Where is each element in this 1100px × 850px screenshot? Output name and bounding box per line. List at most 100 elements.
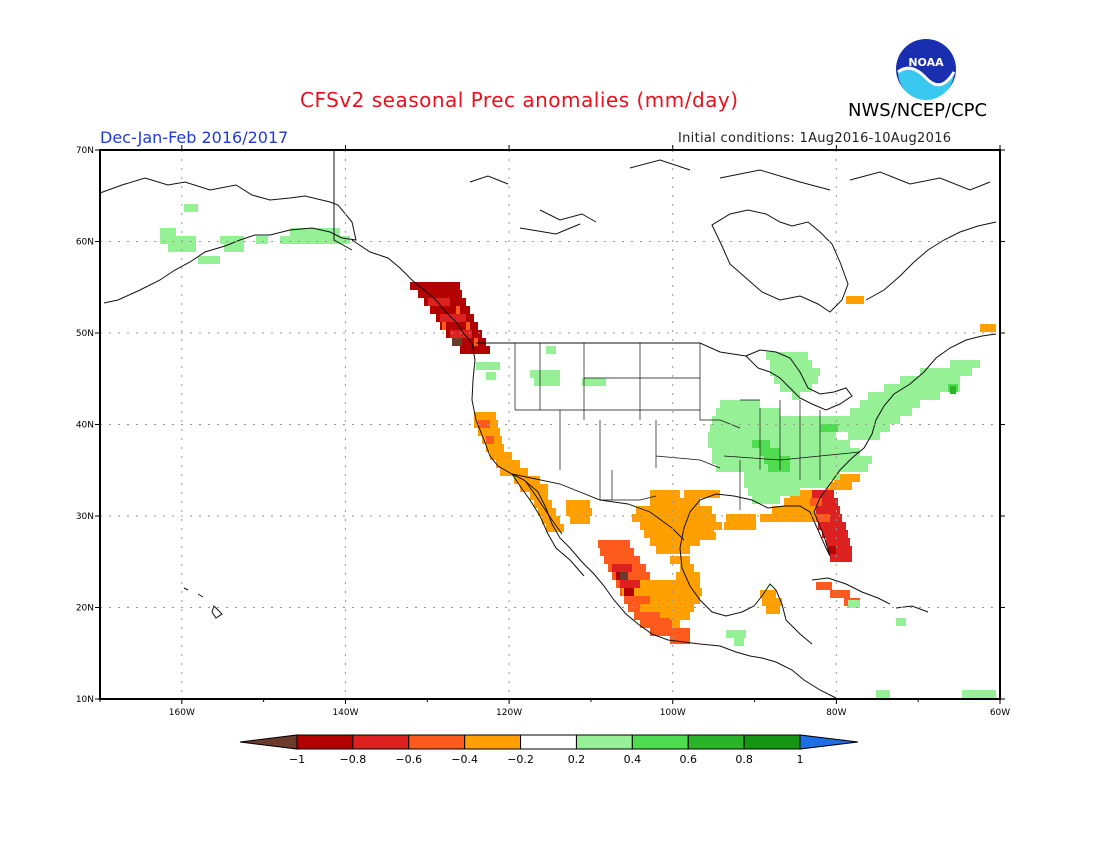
- lon-label: 140W: [332, 708, 358, 718]
- great-lakes-anomaly: [766, 352, 820, 400]
- anomaly-cell: [748, 488, 800, 496]
- baja-california-anomaly: [530, 492, 592, 532]
- axis-ticks: [95, 145, 1005, 704]
- cuba: [811, 577, 891, 605]
- lat-label: 50N: [76, 329, 94, 339]
- anomaly-cell: [826, 482, 852, 490]
- anomaly-cell: [486, 444, 504, 452]
- anomaly-cell: [628, 596, 700, 604]
- lon-label: 100W: [660, 708, 686, 718]
- anomaly-cell: [834, 474, 860, 482]
- anomaly-cell: [774, 376, 818, 384]
- anomaly-cell: [410, 282, 460, 290]
- anomaly-cell: [478, 420, 490, 428]
- anomaly-cell: [440, 314, 466, 322]
- anomaly-cell: [486, 372, 496, 380]
- anomaly-cell: [672, 620, 680, 628]
- anomaly-cell: [768, 464, 790, 472]
- anomaly-cell: [636, 506, 712, 514]
- anomaly-cell: [650, 490, 680, 498]
- anomaly-cell: [840, 416, 900, 424]
- lat-lon-grid: [100, 150, 1000, 699]
- anomaly-cell: [818, 522, 834, 530]
- anomaly-cell: [828, 538, 840, 546]
- alaska-anomaly: [160, 204, 350, 264]
- anomaly-cell: [716, 464, 868, 472]
- anomaly-cell: [628, 596, 650, 604]
- anomaly-cell: [760, 514, 820, 522]
- anomaly-cell: [634, 612, 670, 620]
- lon-label: 60W: [990, 708, 1010, 718]
- anomaly-cell: [846, 296, 864, 304]
- us-state-lines: [514, 343, 861, 510]
- anomaly-cell: [646, 618, 670, 626]
- anomaly-cell: [656, 546, 690, 554]
- anomaly-cell: [784, 498, 812, 506]
- anomaly-cell: [820, 424, 838, 432]
- anomaly-cell: [724, 522, 756, 530]
- season-label: Dec-Jan-Feb 2016/2017: [100, 128, 289, 147]
- anomaly-cell: [220, 236, 244, 244]
- great-lakes: [745, 349, 853, 411]
- anomaly-cell: [896, 618, 906, 626]
- anomaly-cell: [500, 468, 528, 476]
- anomaly-cell: [534, 500, 552, 508]
- anomaly-cell: [708, 432, 836, 440]
- gulf-coast: [679, 333, 997, 645]
- anomaly-cell: [446, 322, 466, 330]
- anomaly-cell: [458, 338, 474, 346]
- anomaly-cell: [582, 378, 606, 386]
- anomaly-intensity: [452, 338, 628, 580]
- anomaly-cell: [812, 506, 840, 514]
- anomaly-cell: [816, 582, 832, 590]
- lat-label: 20N: [76, 604, 94, 614]
- anomaly-cell: [676, 572, 700, 580]
- hudson-bay: [711, 209, 849, 313]
- anomaly-cell: [650, 498, 700, 506]
- southeast-coast-anomaly: [724, 296, 996, 614]
- anomaly-cell: [712, 416, 800, 424]
- anomaly-cell: [868, 392, 940, 400]
- anomaly-cell: [474, 412, 496, 420]
- anomaly-cell: [644, 530, 714, 538]
- anomaly-cell: [792, 392, 800, 400]
- anomaly-cell: [600, 548, 634, 556]
- anomaly-cell: [612, 564, 632, 572]
- anomaly-cell: [428, 298, 450, 306]
- anomaly-cell: [950, 360, 980, 368]
- anomaly-cell: [620, 580, 640, 588]
- anomaly-cell: [490, 452, 512, 460]
- anomaly-cell: [620, 572, 628, 580]
- anomaly-cell: [256, 236, 268, 244]
- anomaly-cell: [900, 376, 960, 384]
- central-mexico-anomaly: [620, 490, 722, 628]
- anomaly-cell: [620, 580, 700, 588]
- anomaly-cell: [770, 368, 820, 376]
- anomaly-cell: [624, 588, 634, 596]
- lat-label: 60N: [76, 238, 94, 248]
- anomaly-cell: [752, 496, 780, 504]
- anomaly-cell: [290, 228, 340, 236]
- anomaly-cell: [884, 384, 960, 392]
- anomaly-cell: [712, 448, 860, 456]
- anomaly-cell: [570, 516, 590, 524]
- anomaly-cell: [670, 556, 690, 564]
- anomaly-cell: [980, 324, 996, 332]
- anomaly-cell: [810, 498, 838, 506]
- anomaly-cell: [566, 500, 590, 508]
- anomaly-cell: [766, 606, 780, 614]
- anomaly-cell: [830, 590, 850, 598]
- pacific-coast: [471, 342, 837, 699]
- anomaly-cell: [168, 244, 196, 252]
- coastlines-borders: [99, 150, 997, 699]
- anomaly-cell: [546, 524, 564, 532]
- anomaly-cell: [420, 290, 440, 298]
- anomaly-cell: [760, 448, 780, 456]
- lon-label: 120W: [496, 708, 522, 718]
- anomaly-cell: [828, 546, 836, 554]
- anomaly-cell: [790, 490, 812, 498]
- lat-label: 30N: [76, 512, 94, 522]
- anomaly-cell: [744, 472, 840, 480]
- longitude-labels: 160W 140W 120W 100W 80W 60W: [169, 708, 1010, 718]
